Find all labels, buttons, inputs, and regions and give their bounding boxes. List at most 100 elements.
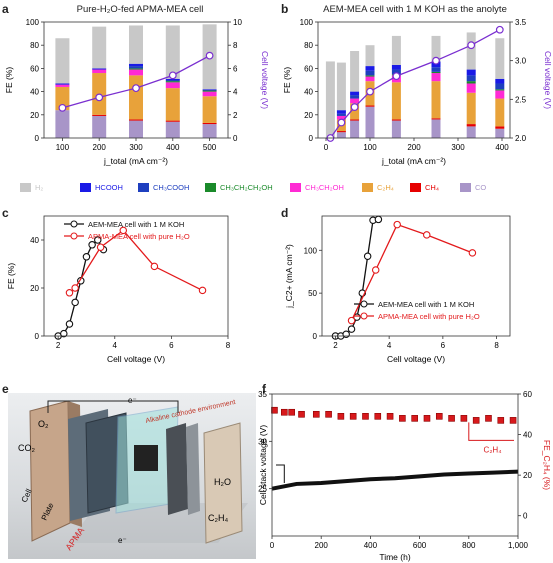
series-point [71,298,79,307]
bar-segment-ch3cooh [466,75,476,82]
fe-point [448,415,455,422]
x-tick-label: 300 [129,143,143,152]
bar-segment-ch4 [202,122,217,125]
series-point [342,330,350,339]
y-tick-label: 2.0 [515,134,527,143]
legend-swatch [205,183,216,192]
bar-segment-ch3ch2ch2oh [365,75,375,77]
bar-segment-c2h4 [466,92,476,125]
x-tick-label: 800 [462,541,476,550]
y-tick-label: 2 [233,111,238,120]
bar-segment-ch3cooh [391,69,401,75]
y-tick-label: 100 [26,18,40,27]
bar-segment-c2h4 [431,81,441,119]
panel-title-a: Pure-H₂O-fed APMA-MEA cell [76,4,204,15]
y-axis-label: Cell stack voltage (V) [258,425,268,505]
series-point [60,329,68,338]
legend-label: HCOOH [95,183,123,192]
bar-segment-co [365,106,375,138]
fe-point [349,413,357,420]
legend-item: CH₃CH₂OH [290,183,344,192]
x-tick-label: 500 [203,143,217,152]
legend-label: AEM-MEA cell with 1 M KOH [88,220,184,229]
x-tick-label: 200 [93,143,107,152]
y-tick-label: 40 [304,88,313,97]
series-point [94,236,102,244]
legend-label: H₂ [35,183,44,192]
x-tick-label: 8 [494,341,499,350]
x-tick-label: 400 [364,541,378,550]
y-tick-label: 25 [258,485,267,494]
bar-segment-c2h4 [202,96,217,123]
series-point [422,231,431,239]
y-tick-label: 4 [233,88,238,97]
series-point [374,215,383,224]
x-tick-label: 300 [451,143,465,152]
x-tick-label: 1,000 [508,541,529,550]
bar-segment-ch3cooh [495,83,505,90]
chart-c: 0 20 40 2 4 6 8 Cell voltage (V) FE (%) AEM-MEA c… [6,215,231,364]
bar-segment-hcooh [466,69,476,76]
bar-segment-hcooh [391,64,401,70]
voltage-trace [271,469,519,491]
y2-axis-label: Cell voltage (V) [260,51,270,109]
series-point [371,266,380,274]
x-tick-label: 100 [363,143,377,152]
fe-point [509,417,517,424]
bar-segment-h2 [336,62,346,111]
legend-swatch [362,183,373,192]
x-axis-label: Cell voltage (V) [107,354,165,364]
voltage-point [132,84,140,93]
bar-segment-co [466,126,476,138]
photo-label-h2o: H₂O [214,477,231,487]
legend-marker [360,300,368,308]
y-axis-label: FE (%) [282,67,292,94]
bar-segment-h2 [129,25,143,64]
voltage-point [58,103,67,112]
y2-axis-label: Cell voltage (V) [543,51,553,109]
bar-segment-ch3ch2ch2oh [165,81,180,83]
legend-item: C₂H₄ [362,183,394,192]
voltage-point [350,103,359,111]
fe-point [325,410,332,418]
bar-segment-c2h4 [495,98,505,127]
bar-segment-h2 [431,35,441,62]
bar-segment-h2 [165,25,180,79]
bar-segment-ch3ch2ch2oh [431,71,441,74]
bar-segment-h2 [55,38,70,84]
bar-segment-ch4 [92,114,107,116]
bar-segment-ch4 [365,105,375,107]
fe-point [485,415,492,422]
bar-segment-ch3ch2oh [129,69,143,76]
bar-segment-ch4 [165,120,180,122]
series-point [96,243,105,251]
x-axis-label: Cell voltage (V) [387,354,445,364]
bar-segment-c2h4 [55,86,70,111]
legend-item: CH₃CH₂CH₂OH [205,183,273,192]
series-point [88,241,96,249]
fe-point [460,415,468,422]
bar-segment-hcooh [165,78,180,80]
legend-label: AEM-MEA cell with 1 M KOH [378,300,474,309]
x-tick-label: 6 [441,341,446,350]
y-tick-label: 40 [30,88,39,97]
y-axis-label: FE (%) [4,67,14,94]
legend-swatch [410,183,421,192]
y-tick-label: 20 [30,284,39,293]
y-tick-label: 80 [30,41,39,50]
series-point [71,284,79,292]
bar-segment-c2h4 [350,103,360,120]
plot-frame [321,215,511,337]
bar-segment-c2h4 [391,82,401,120]
y-tick-label: 0 [309,134,314,143]
fe-point [497,417,505,424]
y-tick-label: 0 [35,134,40,143]
bar-segment-ch3ch2oh [350,98,360,104]
bar-segment-co [350,120,360,138]
x-tick-label: 400 [166,143,180,152]
series-point [347,325,356,333]
legend: H₂ HCOOH CH₃COOH CH₃CH₂CH₂OH CH₃CH₂OH C₂H₄ CH₄… [0,183,553,197]
bar-segment-c2h4 [129,75,143,120]
x-axis-label: j_total (mA cm⁻²) [103,156,168,166]
